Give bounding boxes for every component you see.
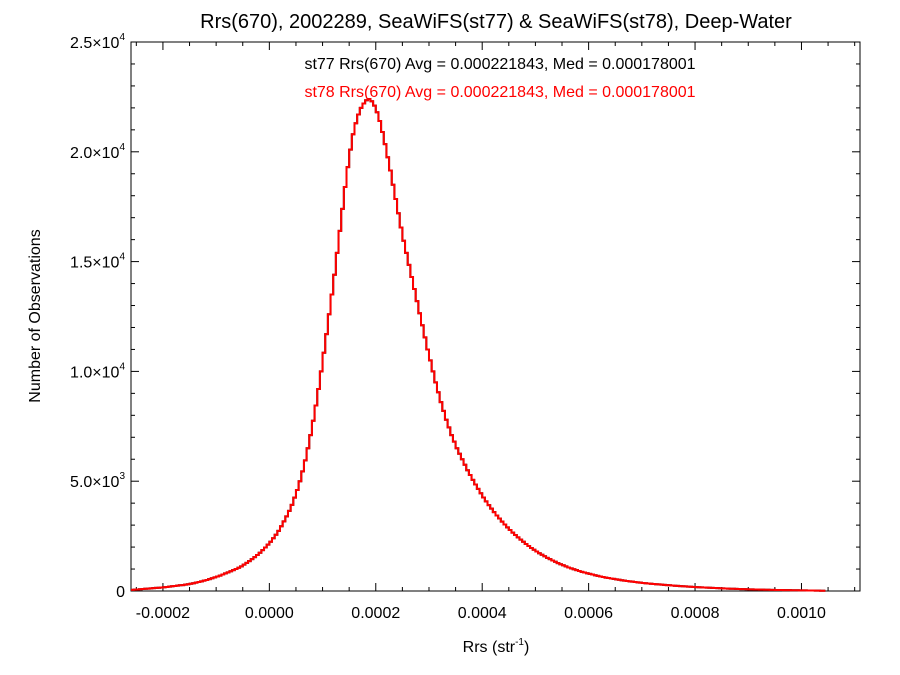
y-tick-label-base: 5.0×10 bbox=[70, 474, 119, 491]
y-tick-label-base: 0 bbox=[116, 584, 125, 601]
x-tick-label: 0.0006 bbox=[564, 605, 613, 622]
y-tick-label-exponent: 4 bbox=[119, 32, 125, 43]
x-tick-label: 0.0002 bbox=[351, 605, 400, 622]
x-tick-label: 0.0010 bbox=[777, 605, 826, 622]
y-tick-label: 2.0×104 bbox=[70, 142, 125, 162]
x-tick-label: 0.0000 bbox=[245, 605, 294, 622]
x-tick-label: 0.0004 bbox=[458, 605, 507, 622]
annotation-st78: st78 Rrs(670) Avg = 0.000221843, Med = 0… bbox=[304, 84, 695, 101]
y-tick-label-base: 2.5×10 bbox=[70, 35, 119, 52]
y-axis-label: Number of Observations bbox=[27, 229, 44, 402]
chart-title: Rrs(670), 2002289, SeaWiFS(st77) & SeaWi… bbox=[200, 11, 792, 33]
y-tick-label-base: 1.0×10 bbox=[70, 364, 119, 381]
y-tick-label-exponent: 4 bbox=[119, 252, 125, 263]
annotation-st77: st77 Rrs(670) Avg = 0.000221843, Med = 0… bbox=[304, 56, 695, 73]
y-tick-label-base: 2.0×10 bbox=[70, 145, 119, 162]
x-tick-label: -0.0002 bbox=[136, 605, 190, 622]
x-axis: -0.0002 0.0000 0.0002 0.0004 0.0006 0.0008 0.0… bbox=[136, 42, 856, 622]
y-tick-label-exponent: 4 bbox=[119, 142, 125, 153]
x-axis-label-base: Rrs (str bbox=[463, 639, 516, 656]
y-tick-label-exponent: 4 bbox=[119, 361, 125, 372]
x-axis-label-end: ) bbox=[524, 639, 529, 656]
series-layer bbox=[131, 98, 826, 592]
x-tick-label: 0.0008 bbox=[671, 605, 720, 622]
y-tick-label: 2.5×104 bbox=[70, 32, 125, 52]
y-tick-label-exponent: 3 bbox=[119, 471, 125, 482]
y-tick-label: 5.0×103 bbox=[70, 471, 125, 491]
y-tick-label: 1.0×104 bbox=[70, 361, 125, 381]
y-tick-label-base: 1.5×10 bbox=[70, 255, 119, 272]
series-st77-line bbox=[131, 98, 826, 592]
y-tick-label: 0 bbox=[116, 584, 125, 601]
x-axis-label-superscript: -1 bbox=[515, 637, 524, 648]
series-st78-line bbox=[131, 98, 826, 592]
y-tick-label: 1.5×104 bbox=[70, 252, 125, 272]
plot-frame bbox=[130, 41, 861, 592]
x-axis-label: Rrs (str-1) bbox=[463, 637, 530, 656]
